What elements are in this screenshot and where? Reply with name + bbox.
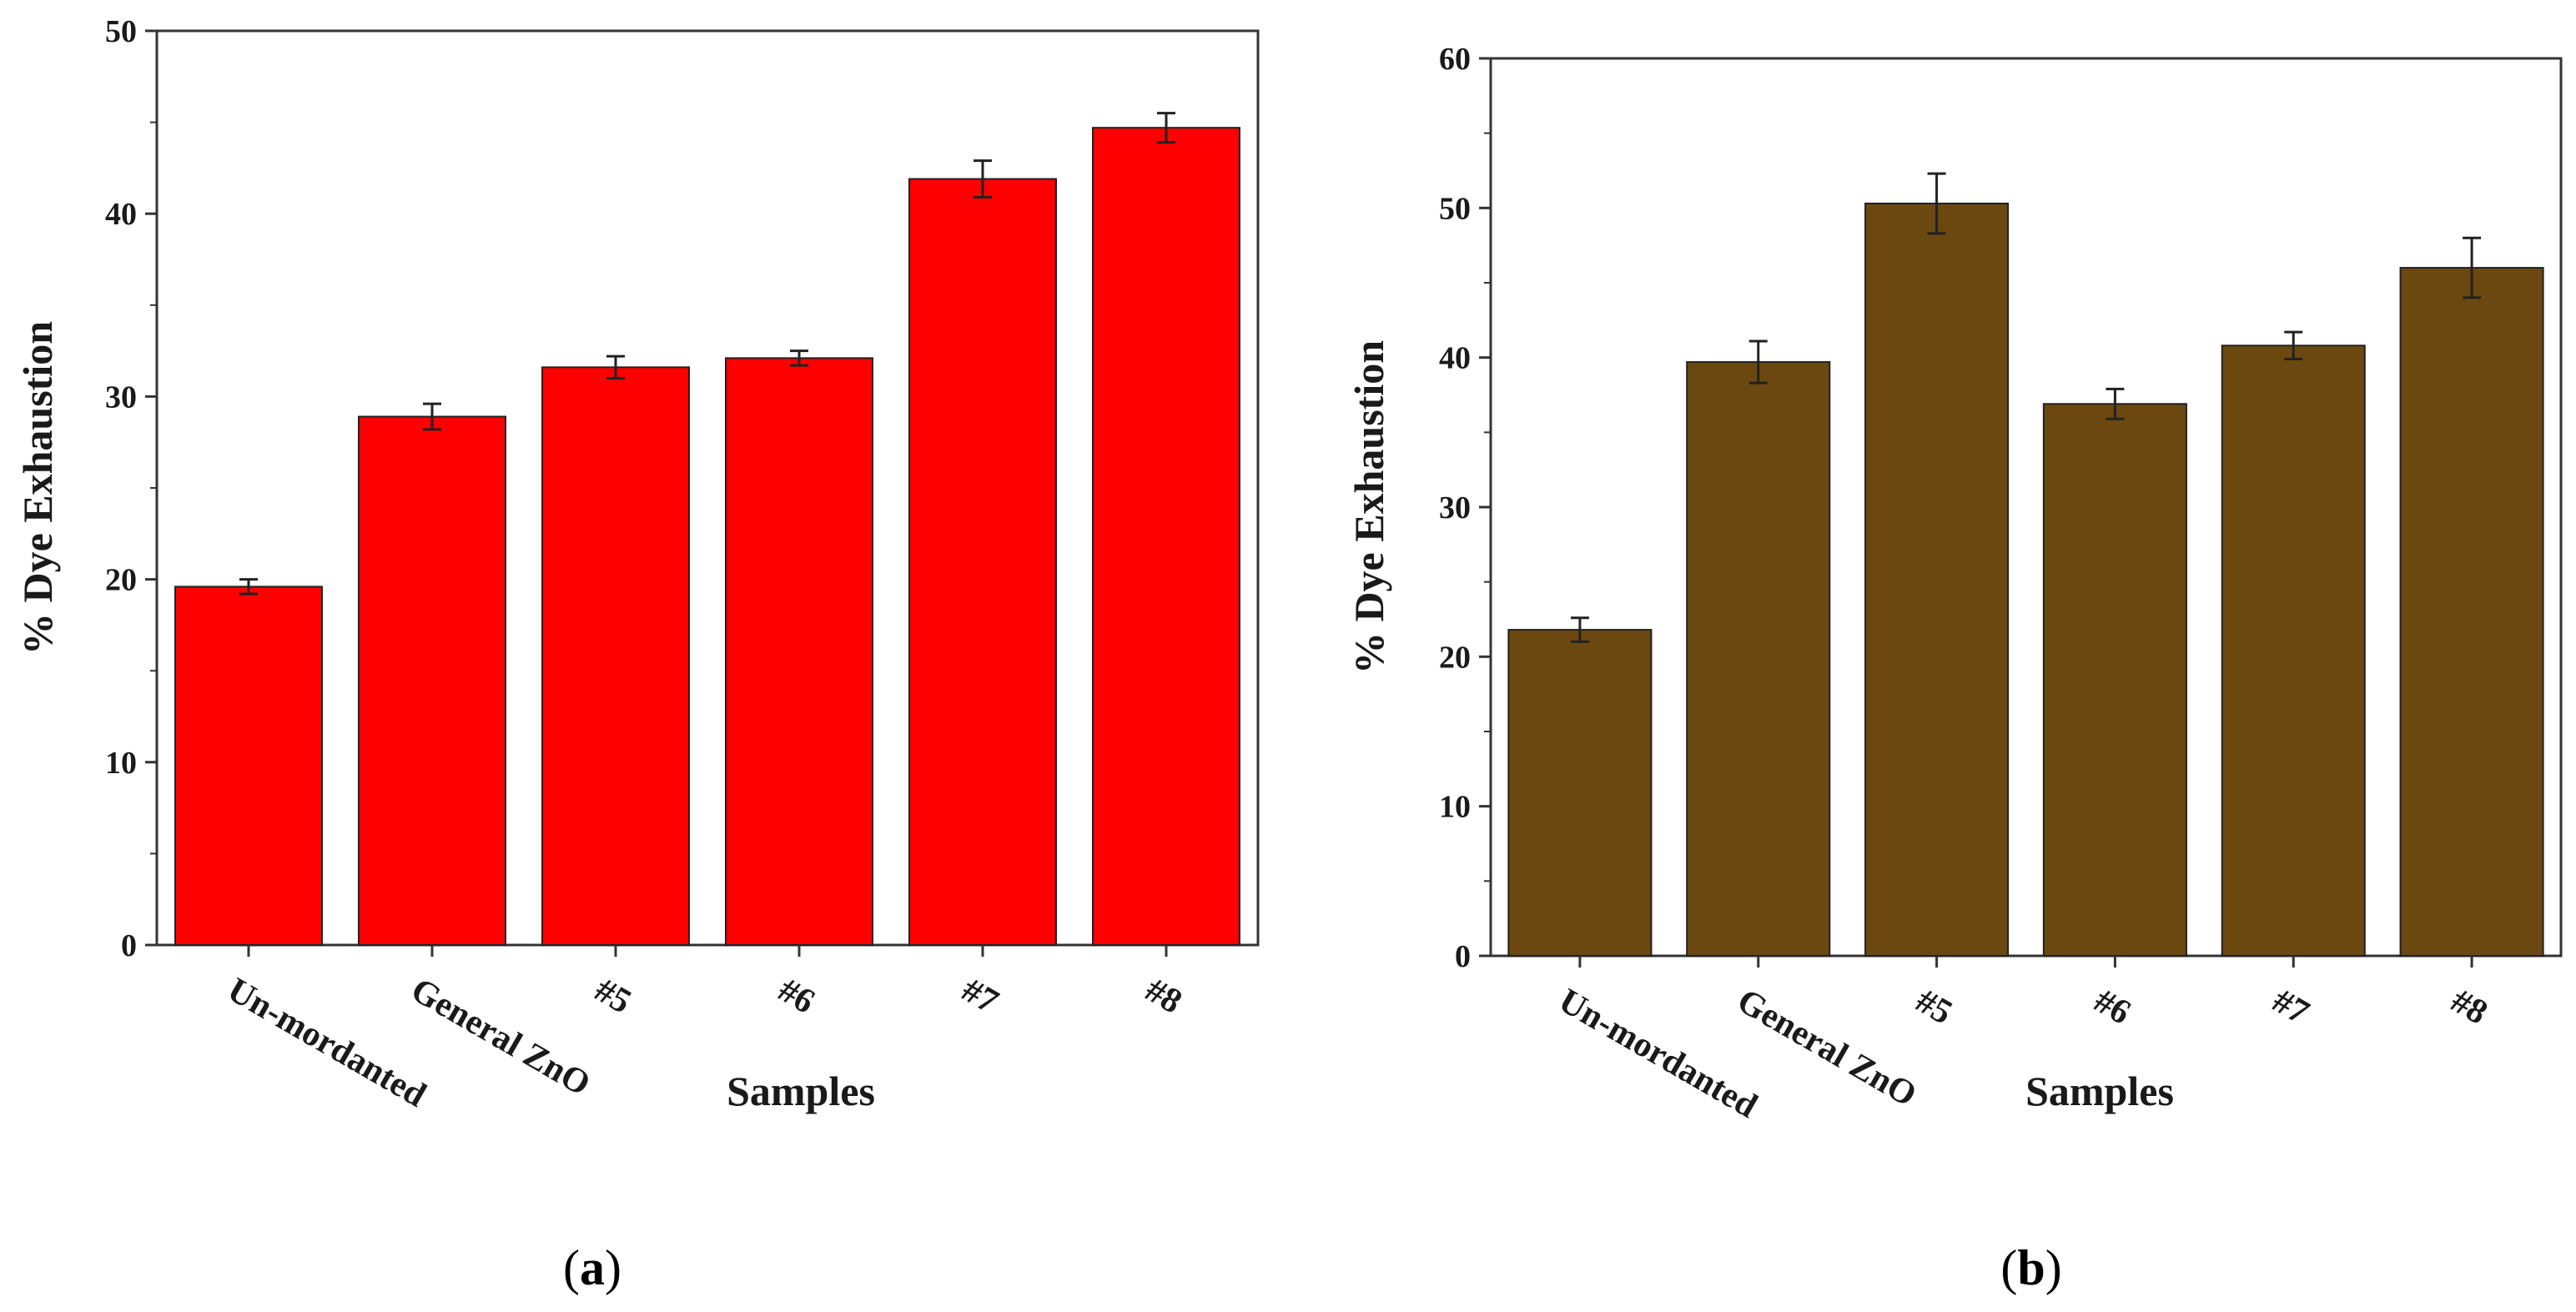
bar-b-4 <box>2042 403 2187 957</box>
x-tick-label-b: #8 <box>2444 982 2493 1033</box>
bar-b-2 <box>1686 361 1831 957</box>
y-tick-label-a: 30 <box>105 380 137 415</box>
y-tick-label-a: 10 <box>105 746 137 781</box>
panel-letter-a: a <box>580 1240 605 1295</box>
x-axis-title-b: Samples <box>2025 1068 2174 1114</box>
bar-a-6 <box>1092 127 1240 946</box>
x-tick-label-a: #5 <box>588 971 637 1022</box>
bar-b-6 <box>2399 267 2544 958</box>
y-tick-label-a: 40 <box>105 197 137 232</box>
y-tick-label-b: 50 <box>1439 191 1471 226</box>
y-tick-label-a: 50 <box>105 14 137 49</box>
y-tick-label-a: 20 <box>105 563 137 598</box>
x-tick-label-a: Un-mordanted <box>221 971 432 1115</box>
y-axis-title-b: % Dye Exhaustion <box>1346 340 1392 674</box>
bar-a-3 <box>541 366 690 946</box>
x-tick-label-a: General ZnO <box>405 971 596 1103</box>
panel-letter-b: b <box>2017 1240 2045 1295</box>
bar-b-5 <box>2221 344 2366 957</box>
x-tick-label-a: #8 <box>1139 971 1188 1022</box>
bar-b-1 <box>1507 629 1653 957</box>
y-axis-title-a: % Dye Exhaustion <box>14 321 61 655</box>
chart-panel-a: % Dye Exhaustion Samples (a) 0 10 20 30 40 50… <box>14 14 1260 1295</box>
x-tick-label-b: #5 <box>1909 982 1959 1033</box>
panel-label-b: (b) <box>2000 1240 2061 1295</box>
bar-a-1 <box>174 586 323 946</box>
y-tick-label-a: 0 <box>121 928 137 963</box>
y-tick-label-b: 20 <box>1439 640 1471 675</box>
x-tick-label-b: #7 <box>2266 982 2315 1033</box>
x-tick-label-b: #6 <box>2087 982 2136 1033</box>
chart-panel-b: % Dye Exhaustion Samples (b) 0 10 20 30 40 50… <box>1346 42 2563 1295</box>
y-tick-label-b: 0 <box>1455 939 1471 974</box>
bar-b-3 <box>1864 202 2010 958</box>
bar-a-5 <box>908 178 1057 946</box>
y-tick-label-b: 30 <box>1439 490 1471 525</box>
x-tick-label-a: #7 <box>955 971 1004 1022</box>
x-tick-label-a: #6 <box>772 971 821 1022</box>
y-tick-label-b: 60 <box>1439 42 1471 77</box>
y-tick-label-b: 10 <box>1439 790 1471 825</box>
y-tick-label-b: 40 <box>1439 341 1471 376</box>
bar-a-2 <box>358 415 506 946</box>
x-tick-label-b: Un-mordanted <box>1552 982 1763 1126</box>
panel-label-a: (a) <box>563 1240 621 1295</box>
bar-a-4 <box>725 357 873 947</box>
x-axis-title-a: Samples <box>727 1068 875 1114</box>
